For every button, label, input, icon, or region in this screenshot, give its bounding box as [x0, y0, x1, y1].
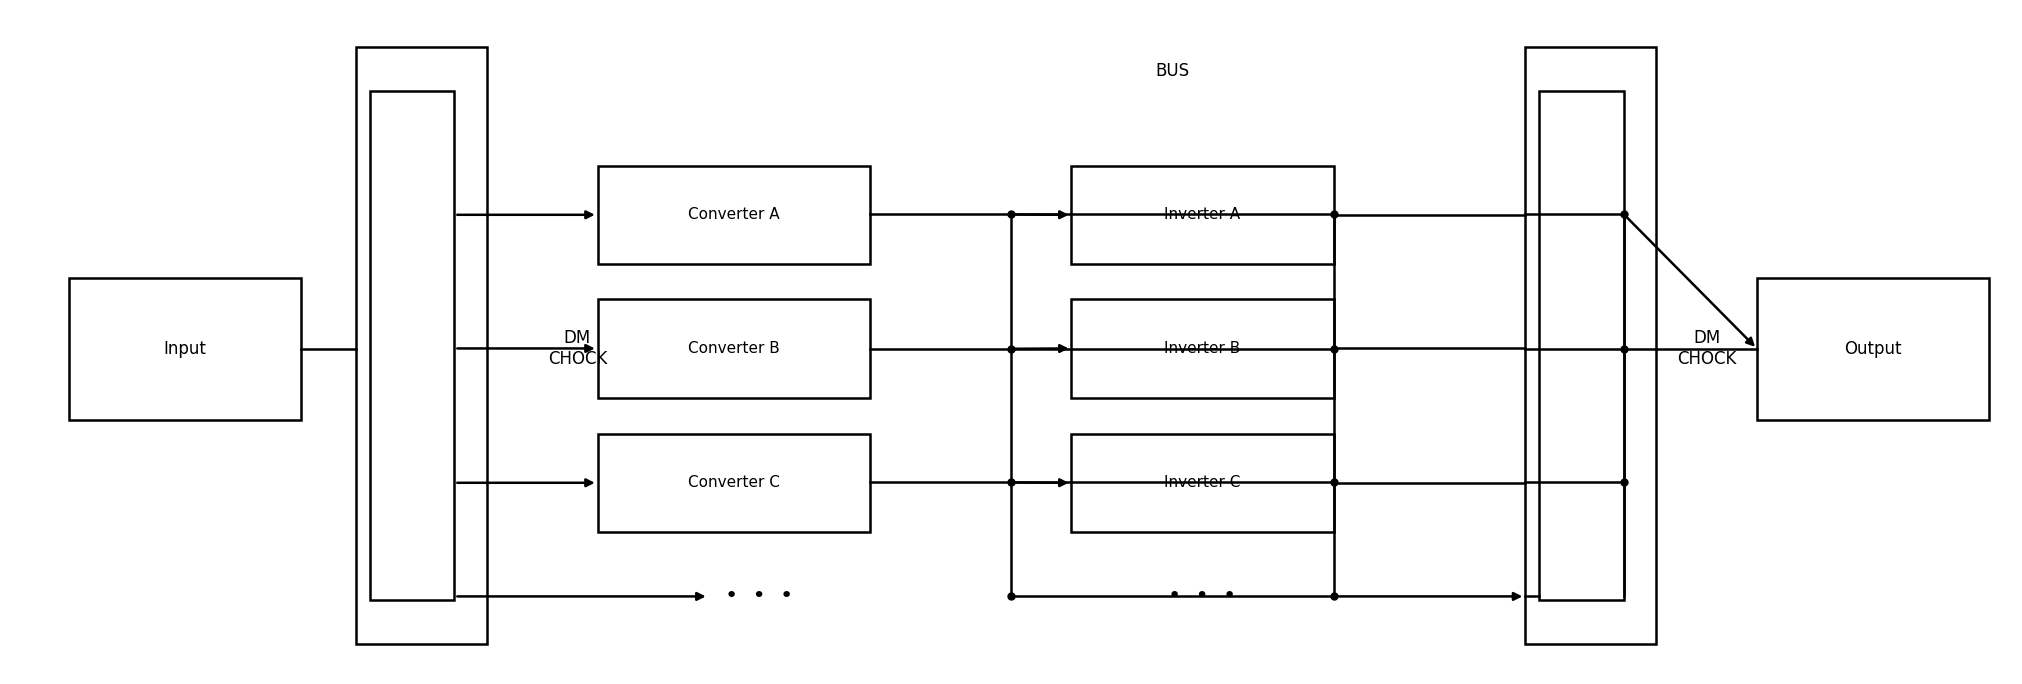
Bar	[1539, 91, 1624, 600]
Bar	[1525, 47, 1656, 644]
Text: •  •  •: • • •	[1169, 586, 1237, 607]
Text: •  •  •: • • •	[724, 586, 793, 607]
Text: Output: Output	[1844, 340, 1903, 358]
Text: Converter C: Converter C	[687, 475, 780, 490]
Bar	[1072, 434, 1335, 532]
Text: Converter B: Converter B	[687, 341, 780, 356]
Bar	[599, 166, 869, 264]
Bar	[1072, 166, 1335, 264]
Text: Converter A: Converter A	[687, 207, 780, 222]
Bar	[69, 278, 301, 420]
Text: Inverter A: Inverter A	[1165, 207, 1242, 222]
Text: Inverter C: Inverter C	[1165, 475, 1242, 490]
Text: BUS: BUS	[1155, 62, 1189, 79]
Text: Input: Input	[164, 340, 206, 358]
Bar	[370, 91, 455, 600]
Text: Inverter B: Inverter B	[1165, 341, 1242, 356]
Bar	[599, 300, 869, 397]
Bar	[356, 47, 487, 644]
Bar	[1072, 300, 1335, 397]
Bar	[1757, 278, 1990, 420]
Text: DM
CHOCK: DM CHOCK	[548, 330, 607, 368]
Text: DM
CHOCK: DM CHOCK	[1676, 330, 1737, 368]
Bar	[599, 434, 869, 532]
